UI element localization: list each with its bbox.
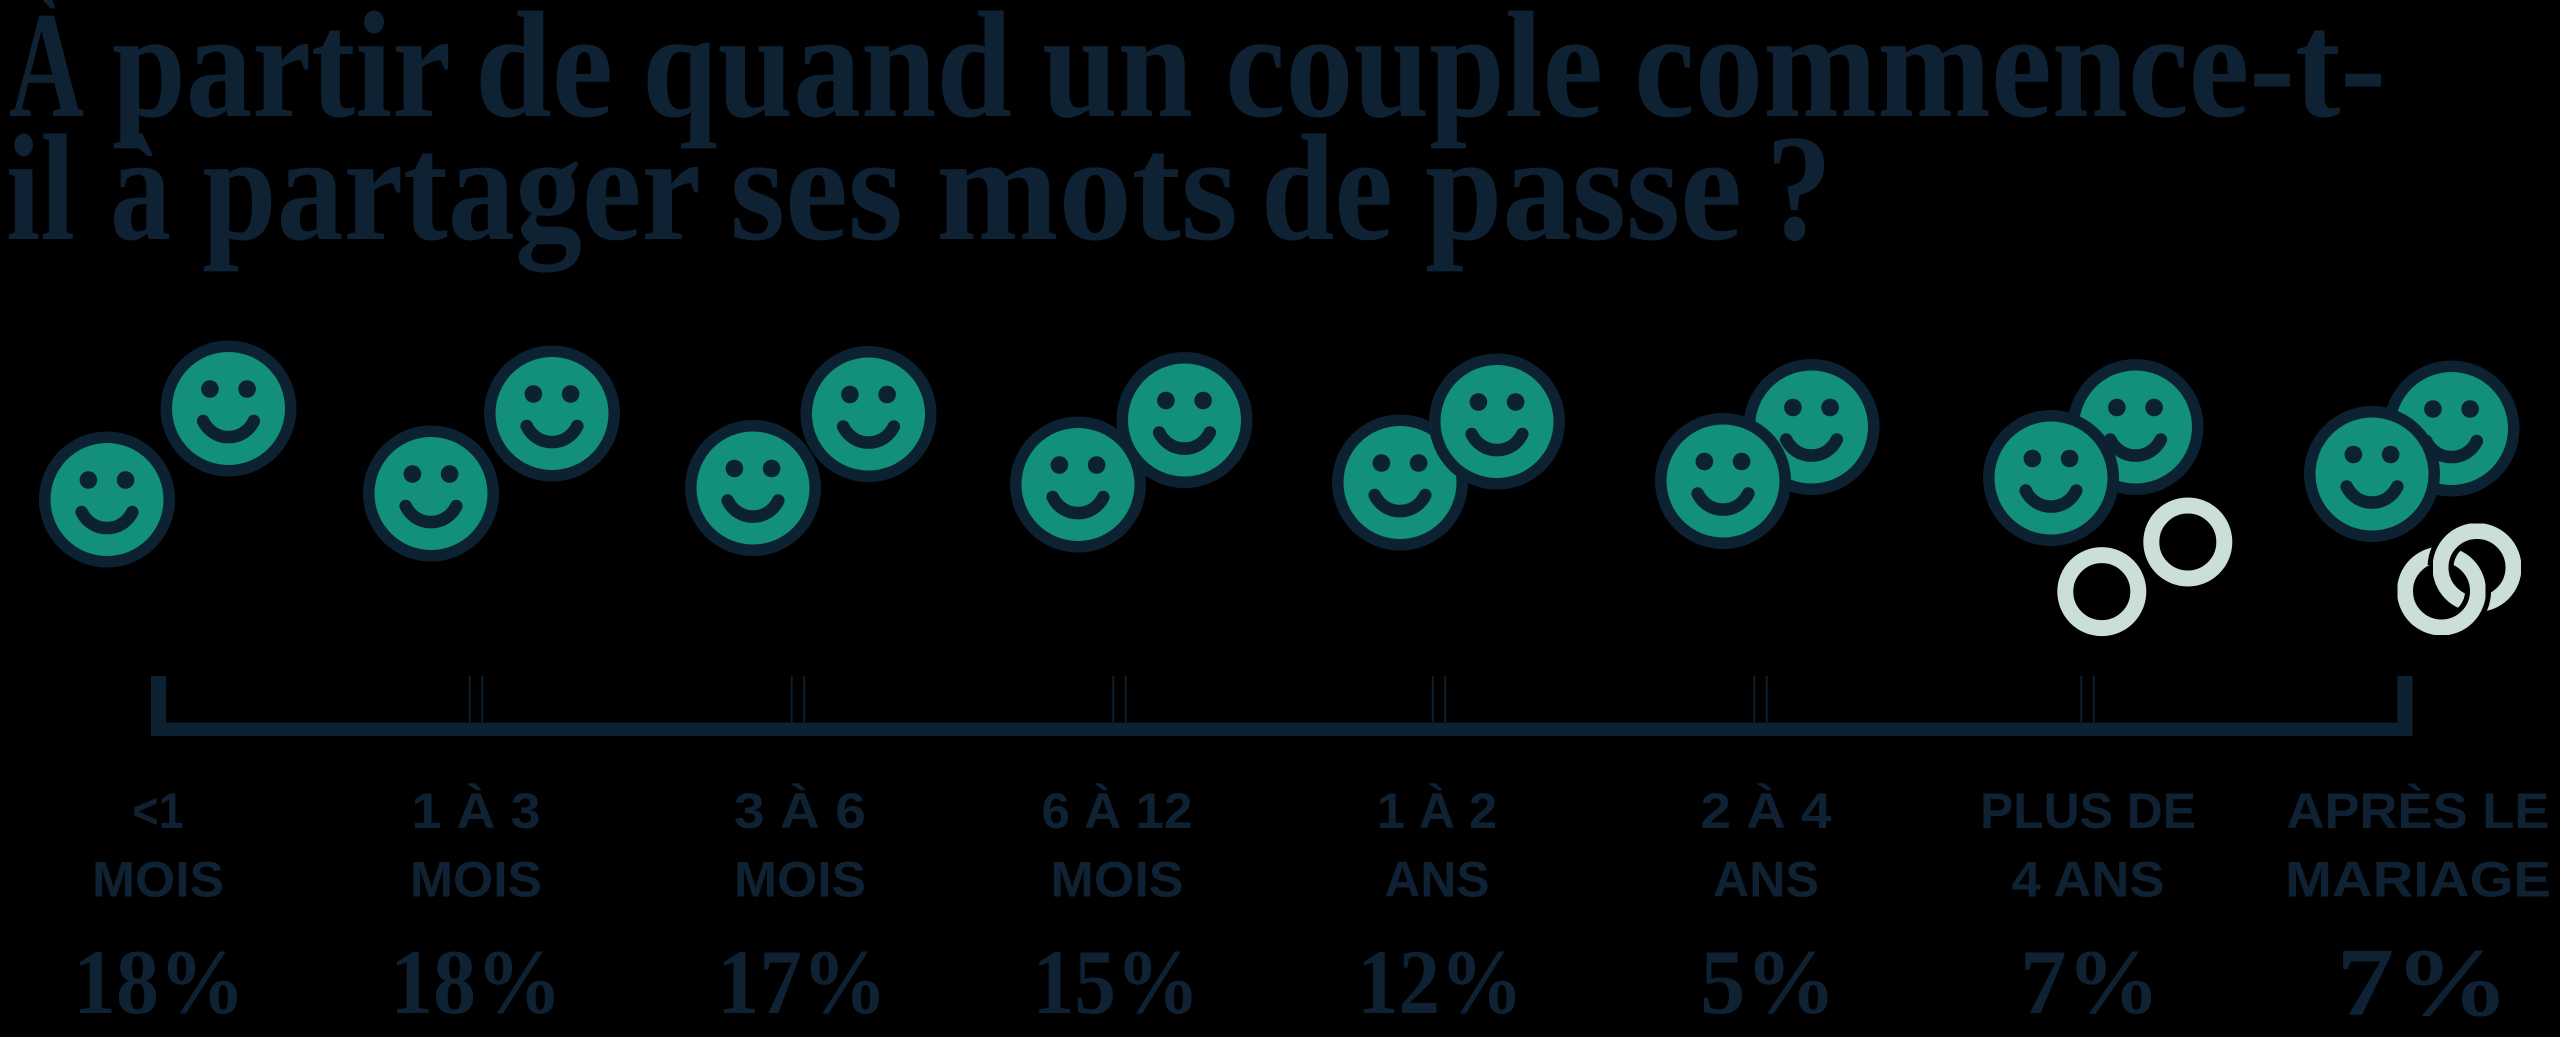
- svg-text:À: À: [9, 0, 84, 149]
- svg-text:MOIS: MOIS: [410, 851, 542, 908]
- svg-text:5%: 5%: [1700, 931, 1836, 1033]
- svg-text:APRÈS LE: APRÈS LE: [2287, 782, 2550, 839]
- svg-text:PLUS DE: PLUS DE: [1980, 782, 2196, 839]
- svg-text:commence-t-: commence-t-: [1634, 0, 2386, 149]
- svg-text:3 À 6: 3 À 6: [734, 782, 866, 839]
- svg-text:4 ANS: 4 ANS: [2012, 851, 2165, 908]
- svg-text:partir: partir: [112, 0, 451, 149]
- svg-text:MOIS: MOIS: [92, 851, 224, 908]
- svg-text:un: un: [1042, 0, 1193, 149]
- svg-text:MOIS: MOIS: [1051, 851, 1184, 908]
- svg-text:quand: quand: [642, 0, 1012, 149]
- svg-text:MARIAGE: MARIAGE: [2285, 851, 2551, 908]
- svg-text:7%: 7%: [2020, 931, 2160, 1033]
- svg-text:7%: 7%: [2337, 929, 2510, 1036]
- svg-text:?: ?: [1766, 104, 1832, 272]
- svg-text:1 À 2: 1 À 2: [1377, 782, 1497, 839]
- svg-text:12%: 12%: [1357, 931, 1523, 1033]
- svg-text:ANS: ANS: [1713, 851, 1819, 908]
- svg-text:MOIS: MOIS: [734, 851, 866, 908]
- svg-text:couple: couple: [1225, 0, 1603, 149]
- svg-text:mots: mots: [936, 104, 1238, 272]
- svg-text:à: à: [110, 104, 171, 272]
- svg-text:passe: passe: [1425, 104, 1742, 272]
- svg-text:ANS: ANS: [1385, 851, 1490, 908]
- svg-text:<1: <1: [132, 782, 184, 839]
- svg-text:de: de: [1261, 104, 1393, 272]
- svg-text:de: de: [475, 0, 613, 149]
- svg-text:1 À 3: 1 À 3: [412, 782, 541, 839]
- svg-text:18%: 18%: [73, 931, 245, 1033]
- svg-text:18%: 18%: [390, 931, 562, 1033]
- svg-text:il: il: [6, 104, 75, 272]
- svg-text:15%: 15%: [1033, 931, 1200, 1033]
- svg-text:2 À 4: 2 À 4: [1701, 782, 1832, 839]
- svg-text:ses: ses: [730, 104, 903, 272]
- svg-text:17%: 17%: [717, 931, 887, 1033]
- svg-text:6 À 12: 6 À 12: [1042, 782, 1193, 839]
- svg-text:partager: partager: [202, 104, 701, 273]
